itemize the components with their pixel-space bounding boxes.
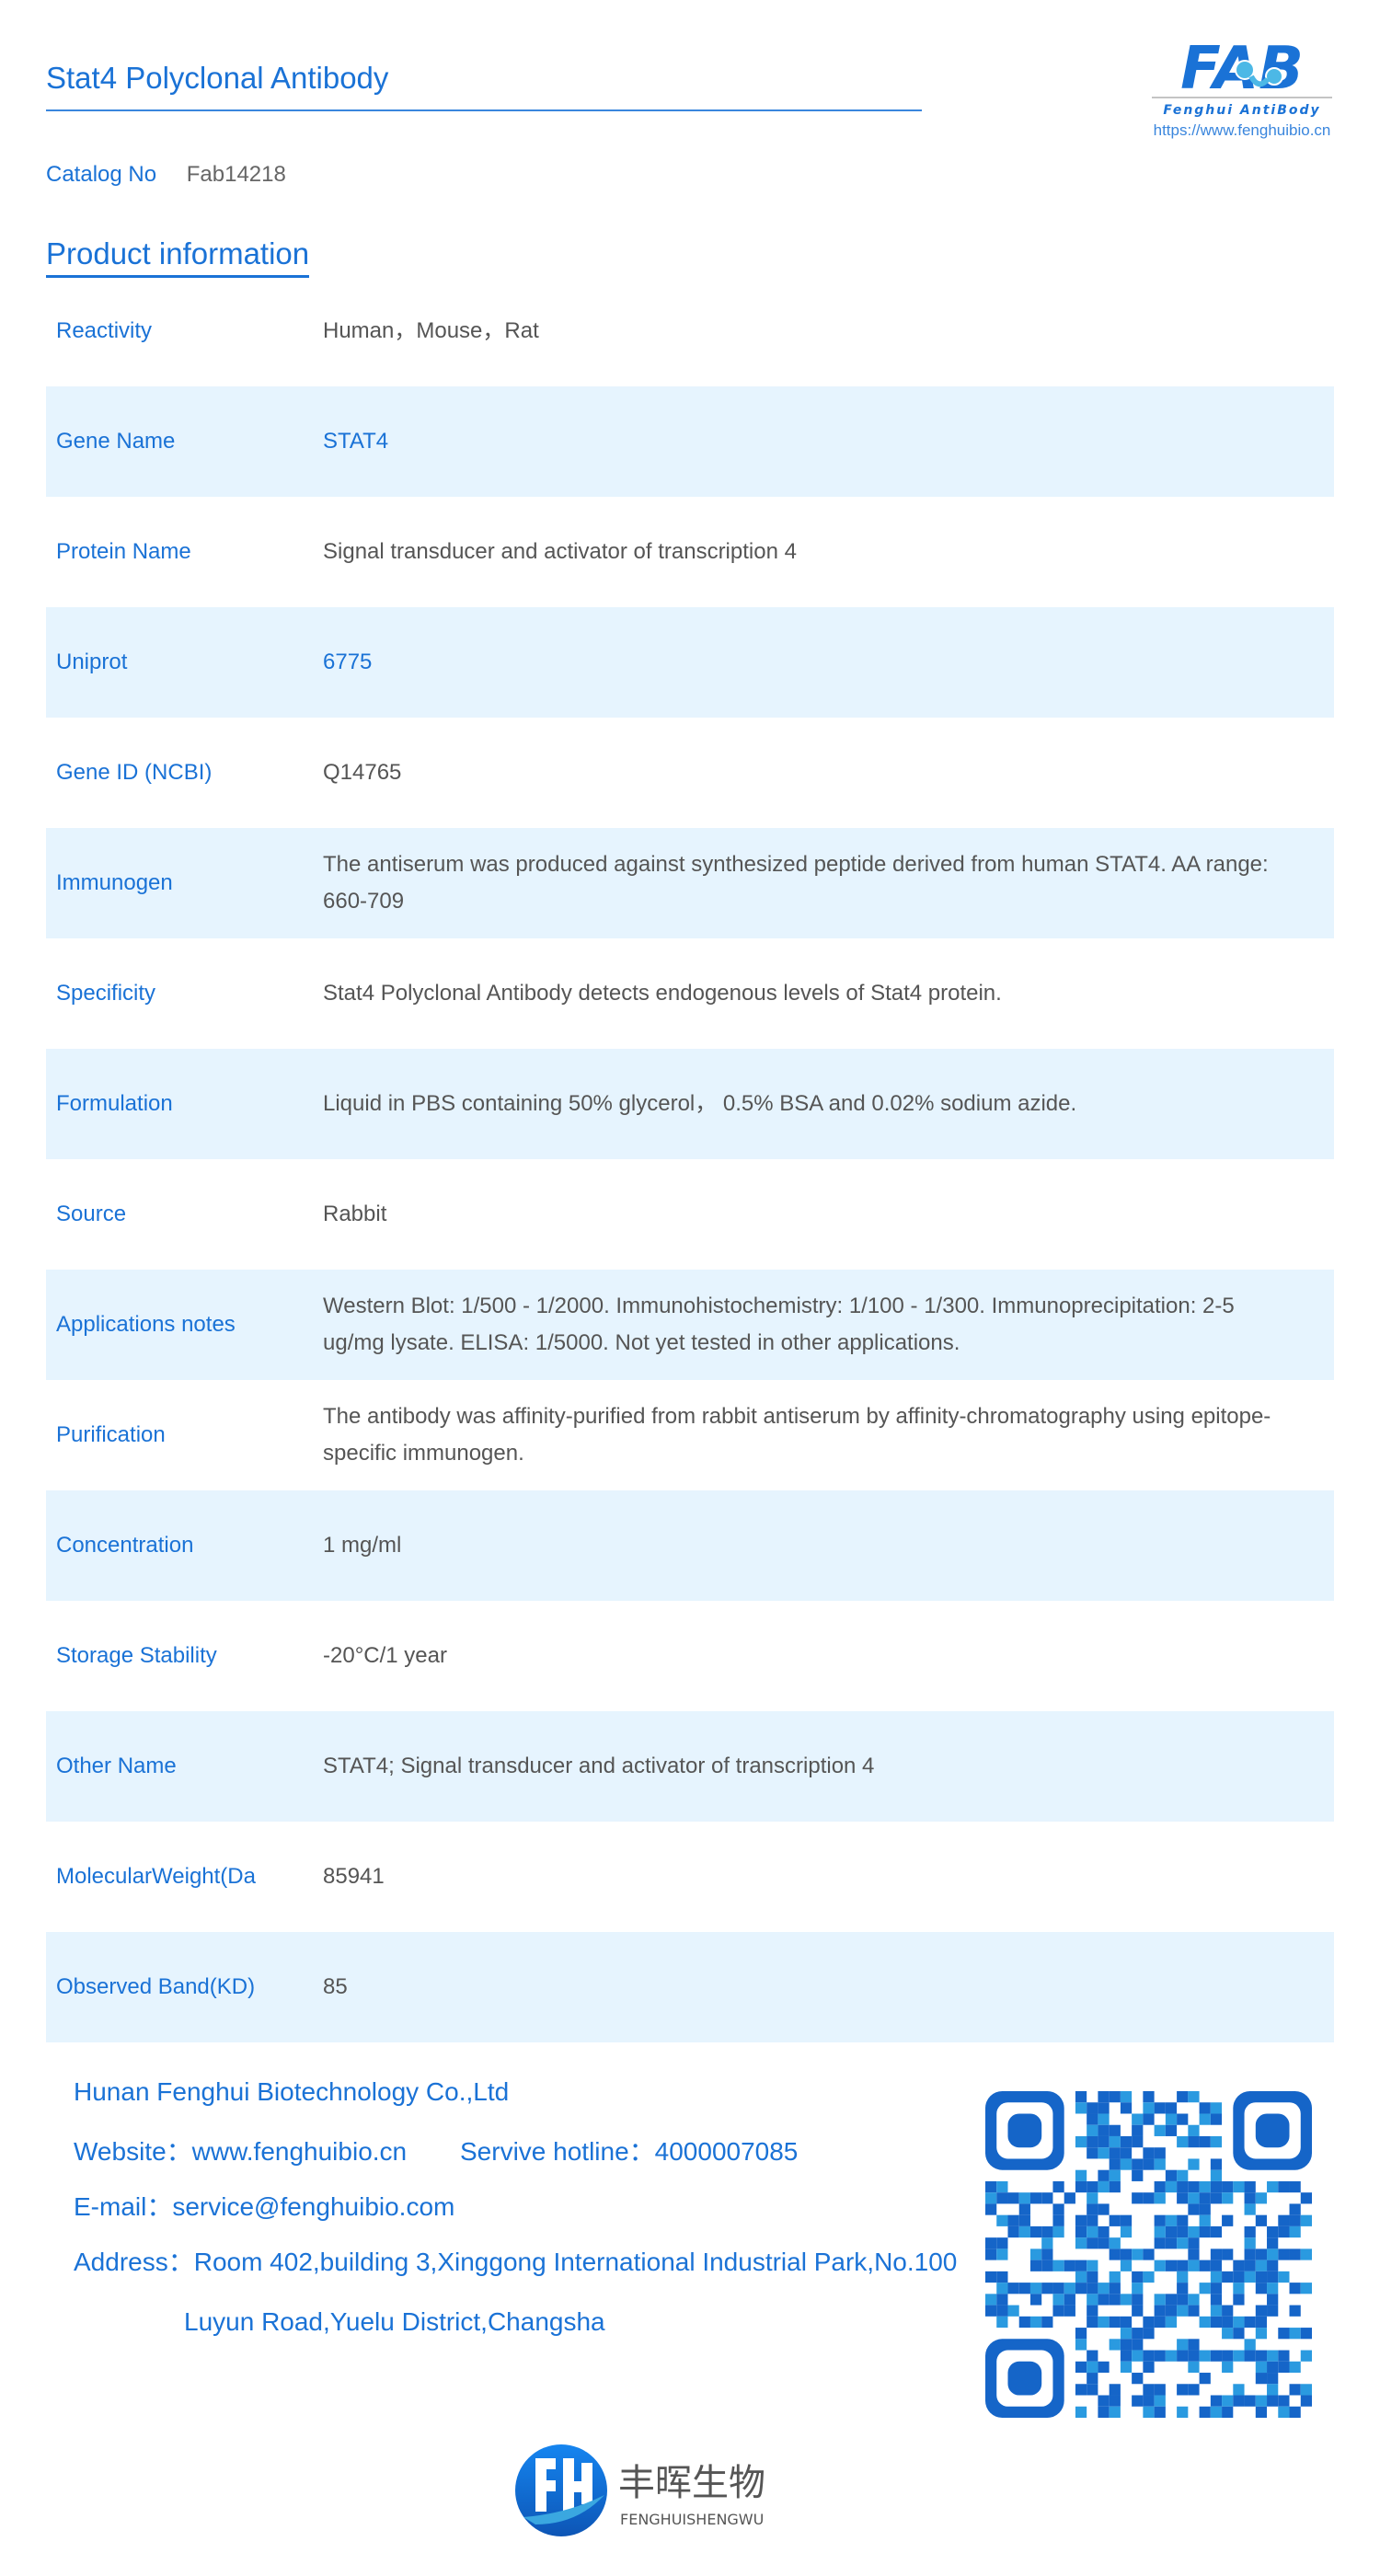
table-row: Concentration 1 mg/ml [46, 1490, 1334, 1601]
address-line-1: Address：Room 402,building 3,Xinggong Int… [74, 2248, 958, 2276]
table-row: Other Name STAT4; Signal transducer and a… [46, 1711, 1334, 1822]
row-value: 1 mg/ml [323, 1533, 402, 1558]
row-label: Formulation [56, 1091, 173, 1116]
row-label: Concentration [56, 1533, 194, 1558]
row-value: Q14765 [323, 760, 402, 785]
brand-circle-icon [515, 2444, 607, 2536]
row-value: STAT4 [323, 429, 389, 454]
row-label: Observed Band(KD) [56, 1974, 256, 1999]
hotline: Servive hotline：4000007085 [460, 2137, 799, 2166]
table-row: Purification The antibody was affinity-pu… [46, 1380, 1334, 1490]
table-row: Specificity Stat4 Polyclonal Antibody det… [46, 938, 1334, 1049]
catalog-label: Catalog No [46, 162, 157, 187]
catalog-value: Fab14218 [186, 162, 286, 187]
table-row: Gene Name STAT4 [46, 386, 1334, 497]
row-label: Source [56, 1202, 127, 1226]
table-row: Immunogen The antiserum was produced agai… [46, 828, 1334, 938]
logo-url[interactable]: https://www.fenghuibio.cn [1153, 121, 1331, 139]
row-value: 6775 [323, 650, 373, 674]
row-label: Gene Name [56, 429, 176, 454]
row-label: Applications notes [56, 1312, 236, 1337]
brand-pinyin: FENGHUISHENGWU [620, 2511, 764, 2528]
table-row: Observed Band(KD) 85 [46, 1932, 1334, 2042]
title-divider [46, 109, 922, 111]
product-info-table: Reactivity Human，Mouse，Rat Gene Name STAT4 P… [46, 276, 1334, 2042]
email[interactable]: E-mail：service@fenghuibio.com [74, 2192, 455, 2221]
row-value: STAT4; Signal transducer and activator o… [323, 1754, 875, 1778]
table-row: Uniprot 6775 [46, 607, 1334, 718]
row-label: Specificity [56, 981, 156, 1006]
table-row: Formulation Liquid in PBS containing 50% … [46, 1049, 1334, 1159]
row-value: Signal transducer and activator of trans… [323, 539, 797, 564]
company-name: Hunan Fenghui Biotechnology Co.,Ltd [74, 2077, 510, 2106]
catalog-number: Catalog No Fab14218 [46, 162, 286, 188]
row-value: The antibody was affinity-purified from … [323, 1404, 1271, 1466]
row-label: Protein Name [56, 539, 191, 564]
row-label: Purification [56, 1422, 166, 1447]
section-title: Product information [46, 236, 310, 278]
page-title: Stat4 Polyclonal Antibody [46, 61, 389, 95]
row-value: The antiserum was produced against synth… [323, 852, 1269, 914]
table-row: Protein Name Signal transducer and activa… [46, 497, 1334, 607]
table-row: Source Rabbit [46, 1159, 1334, 1270]
row-value: Liquid in PBS containing 50% glycerol， 0… [323, 1091, 1077, 1116]
row-label: MolecularWeight(Da [56, 1864, 256, 1889]
row-label: Storage Stability [56, 1643, 217, 1668]
row-value: Rabbit [323, 1202, 387, 1226]
qr-code [985, 2091, 1312, 2418]
row-label: Immunogen [56, 870, 173, 895]
row-value: -20°C/1 year [323, 1643, 447, 1668]
row-label: Uniprot [56, 650, 128, 674]
fab-logo: FAB Fenghui AntiBody [1150, 35, 1334, 127]
row-value: Human，Mouse，Rat [323, 318, 539, 343]
table-row: MolecularWeight(Da 85941 [46, 1822, 1334, 1932]
brand-cn: 丰晖生物 [618, 2462, 765, 2504]
website[interactable]: Website：www.fenghuibio.cn [74, 2137, 408, 2166]
logo-tagline: Fenghui AntiBody [1163, 103, 1320, 118]
table-row: Reactivity Human，Mouse，Rat [46, 276, 1334, 386]
row-value: 85941 [323, 1864, 385, 1889]
row-value: Western Blot: 1/500 - 1/2000. Immunohist… [323, 1294, 1235, 1355]
row-label: Other Name [56, 1754, 177, 1778]
table-row: Storage Stability -20°C/1 year [46, 1601, 1334, 1711]
row-value: Stat4 Polyclonal Antibody detects endoge… [323, 981, 1002, 1006]
row-label: Reactivity [56, 318, 153, 343]
row-label: Gene ID (NCBI) [56, 760, 213, 785]
row-value: 85 [323, 1974, 348, 1999]
table-row: Gene ID (NCBI) Q14765 [46, 718, 1334, 828]
address-line-2: Luyun Road,Yuelu District,Changsha [184, 2307, 605, 2336]
table-row: Applications notes Western Blot: 1/500 - … [46, 1270, 1334, 1380]
fenghui-brand-logo: 丰晖生物 FENGHUISHENGWU [512, 2440, 807, 2546]
